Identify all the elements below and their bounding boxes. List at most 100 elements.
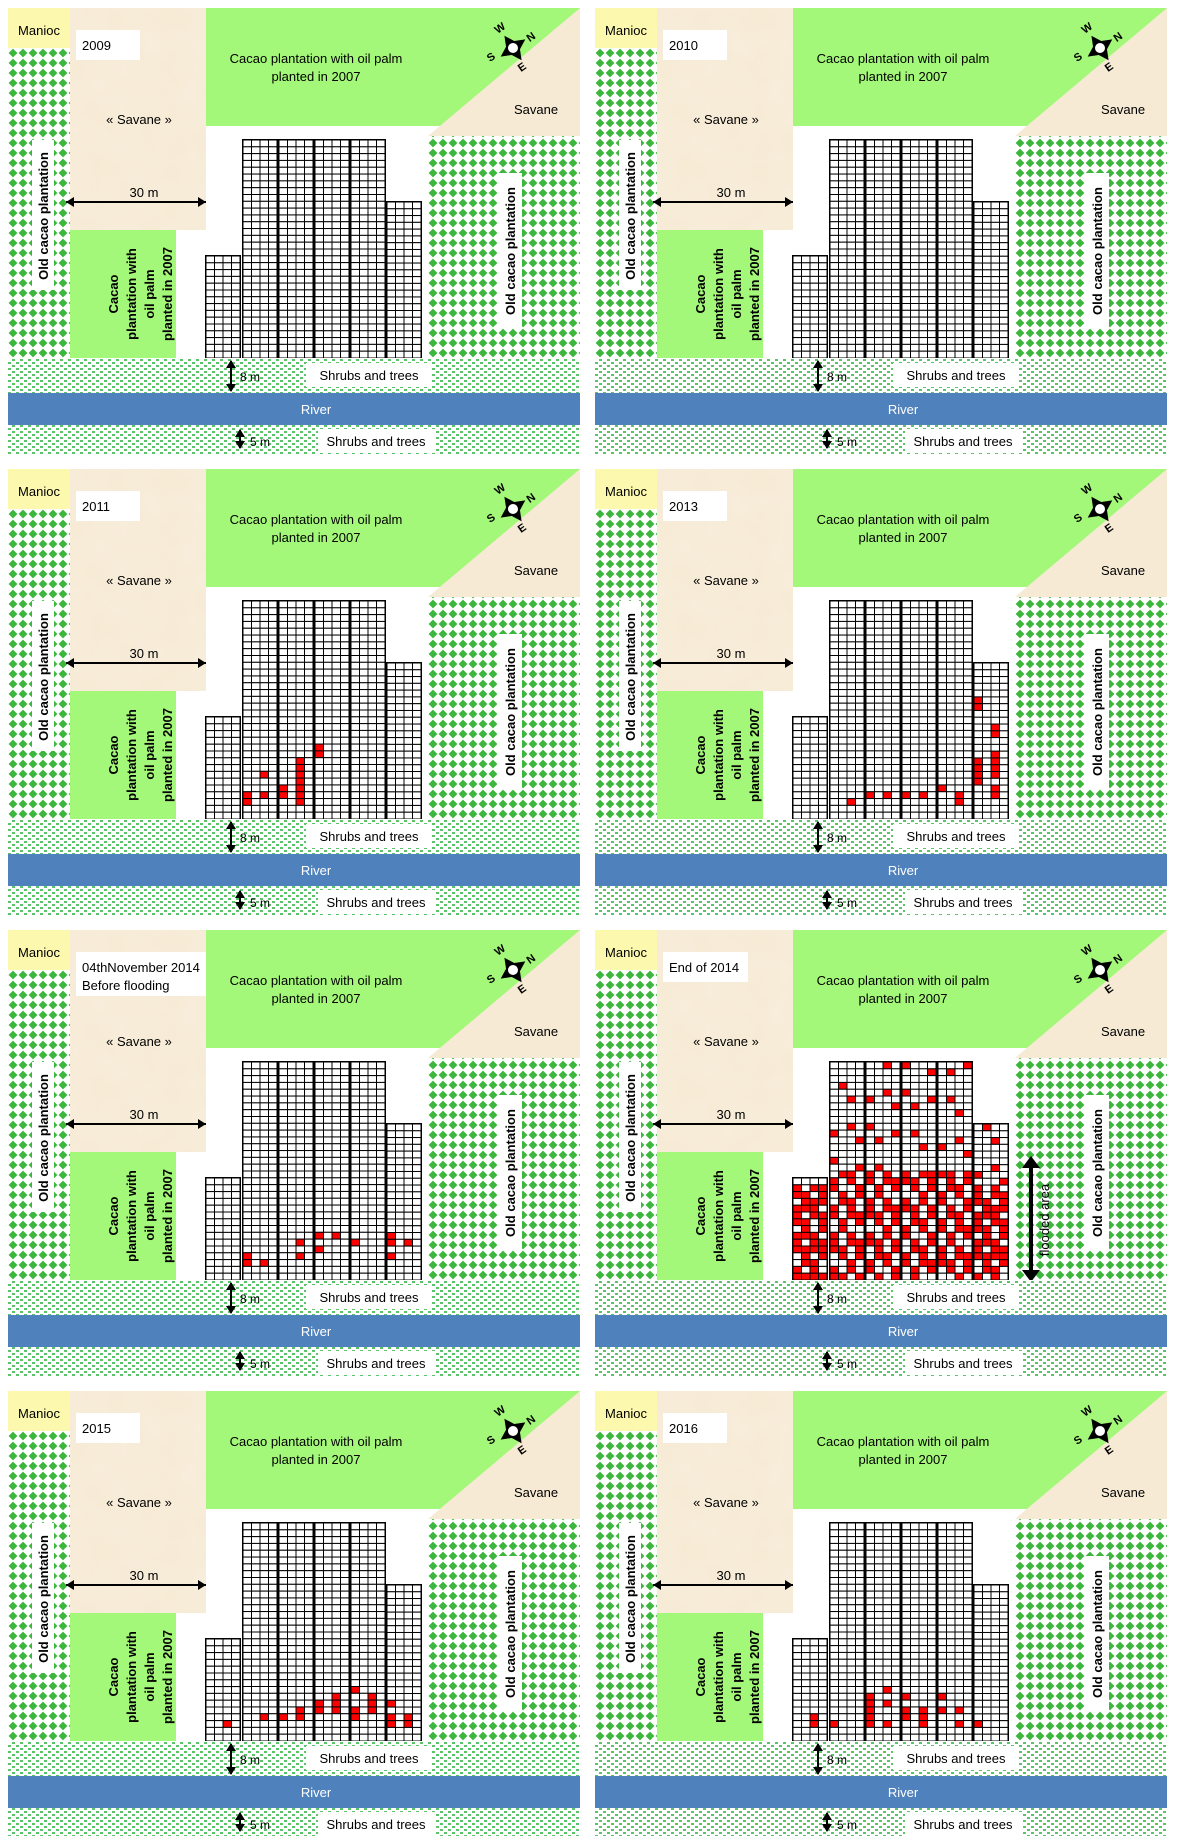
savane-quoted-label: « Savane » [693, 1034, 759, 1049]
grid-cell [278, 166, 288, 175]
grid-cell [937, 764, 947, 772]
grid-cell [865, 262, 875, 270]
grid-cell [946, 146, 956, 155]
grid-cell [838, 777, 848, 786]
grid-cell [982, 771, 992, 779]
grid-cell [268, 750, 278, 759]
grid-cell [963, 729, 973, 738]
grid-cell [882, 173, 892, 182]
grid-cell [350, 600, 360, 609]
distance-5-label: 5 m [250, 1357, 270, 1371]
grid-cell [838, 736, 848, 745]
grid-cell [359, 743, 369, 752]
grid-cell [927, 173, 937, 182]
grid-cell [927, 655, 937, 663]
grid-cell [855, 764, 865, 772]
grid-cell [982, 1143, 992, 1152]
infected-cell [946, 1204, 956, 1213]
grid-cell [331, 1542, 341, 1551]
grid-cell [918, 1163, 928, 1172]
grid-cell [891, 757, 901, 765]
grid-cell [865, 777, 875, 786]
grid-cell [295, 1163, 305, 1172]
grid-cell [259, 675, 269, 684]
infected-cell [865, 1238, 875, 1247]
grid-cell [386, 1137, 396, 1145]
grid-cell [990, 676, 1000, 684]
grid-cell [251, 1163, 261, 1172]
grid-cell [865, 187, 875, 195]
grid-cell [314, 736, 324, 745]
grid-cell [412, 791, 422, 800]
grid-cell [412, 303, 422, 312]
grid-cell [242, 282, 252, 291]
grid-cell [874, 702, 884, 711]
grid-cell [278, 275, 288, 284]
grid-cell [874, 716, 884, 725]
grid-cell [278, 1583, 288, 1592]
grid-cell [251, 620, 261, 629]
infected-cell [891, 1211, 901, 1220]
grid-cell [386, 303, 396, 312]
infected-cell [829, 1231, 839, 1240]
grid-cell [809, 811, 819, 820]
grid-cell [287, 750, 297, 759]
grid-cell [331, 1570, 341, 1578]
grid-cell [386, 798, 396, 806]
infected-cell [846, 1170, 856, 1179]
grid-cell [367, 262, 377, 270]
grid-cell [350, 1624, 360, 1633]
grid-cell [918, 1109, 928, 1117]
grid-cell [231, 750, 241, 759]
infected-cell [946, 1238, 956, 1247]
grid-cell [331, 682, 341, 691]
grid-cell [340, 764, 350, 772]
grid-cell [331, 811, 341, 820]
grid-cell [242, 1122, 252, 1131]
grid-cell [278, 1068, 288, 1077]
grid-cell [314, 1190, 324, 1199]
grid-cell [910, 1109, 920, 1117]
distance-8-arrowheads [226, 360, 236, 392]
grid-cell [937, 323, 947, 332]
infected-cell [855, 1190, 865, 1199]
cacao-left-label-line: Cacao [693, 274, 708, 313]
grid-cell [359, 316, 369, 325]
grid-cell [395, 208, 405, 217]
grid-cell [367, 1081, 377, 1090]
grid-cell [954, 146, 964, 155]
grid-cell [367, 1095, 377, 1104]
grid-cell [340, 330, 350, 339]
grid-cell [376, 1597, 386, 1606]
grid-cell [376, 641, 386, 650]
grid-cell [251, 275, 261, 284]
grid-cell [882, 1156, 892, 1165]
grid-cell [304, 1231, 314, 1240]
grid-cell [340, 1706, 350, 1715]
infected-cell [818, 1211, 828, 1220]
grid-cell [412, 1198, 422, 1206]
grid-cell [792, 777, 802, 786]
infected-cell [882, 1177, 892, 1186]
grid-cell [323, 1238, 333, 1247]
grid-cell [937, 757, 947, 765]
grid-cell [359, 716, 369, 725]
grid-cell [251, 1563, 261, 1572]
grid-cell [792, 1225, 802, 1233]
grid-cell [214, 1225, 224, 1233]
grid-cell [314, 1095, 324, 1104]
grid-cell [323, 1150, 333, 1158]
distance-30-label: 30 m [130, 185, 159, 200]
grid-cell [331, 241, 341, 250]
infected-cell [963, 1252, 973, 1261]
grid-cell [801, 716, 811, 725]
grid-cell [412, 743, 422, 752]
grid-cell [222, 757, 232, 766]
grid-cell [251, 1645, 261, 1653]
grid-cell [918, 1122, 928, 1131]
grid-cell [901, 1136, 911, 1145]
grid-cell [801, 1238, 811, 1247]
grid-cell [287, 791, 297, 800]
grid-cell [222, 1638, 232, 1647]
grid-cell [891, 153, 901, 161]
